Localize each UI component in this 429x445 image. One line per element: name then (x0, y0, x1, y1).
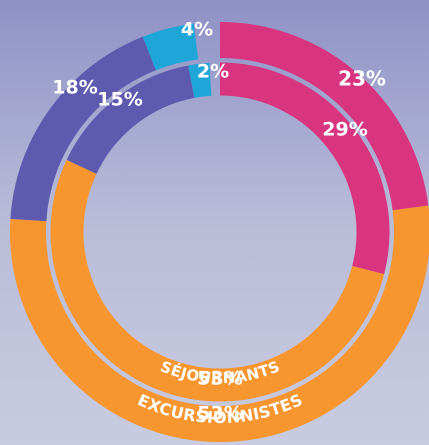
value-label: 23% (338, 67, 386, 91)
value-label: 2% (197, 61, 229, 83)
donut-segment (10, 205, 429, 442)
value-label: 4% (181, 19, 213, 41)
donut-segment (66, 65, 195, 175)
donut-segment (219, 62, 390, 275)
value-label: 53% (197, 368, 242, 390)
donut-segment (188, 62, 212, 98)
value-label: 15% (97, 89, 142, 111)
value-label: 53% (197, 403, 242, 425)
donut-segment (142, 23, 199, 71)
value-label: 18% (52, 77, 97, 99)
donut-segment (219, 22, 429, 211)
donut-segment (50, 159, 385, 402)
donut-segment (10, 36, 157, 222)
value-label: 29% (322, 119, 367, 141)
